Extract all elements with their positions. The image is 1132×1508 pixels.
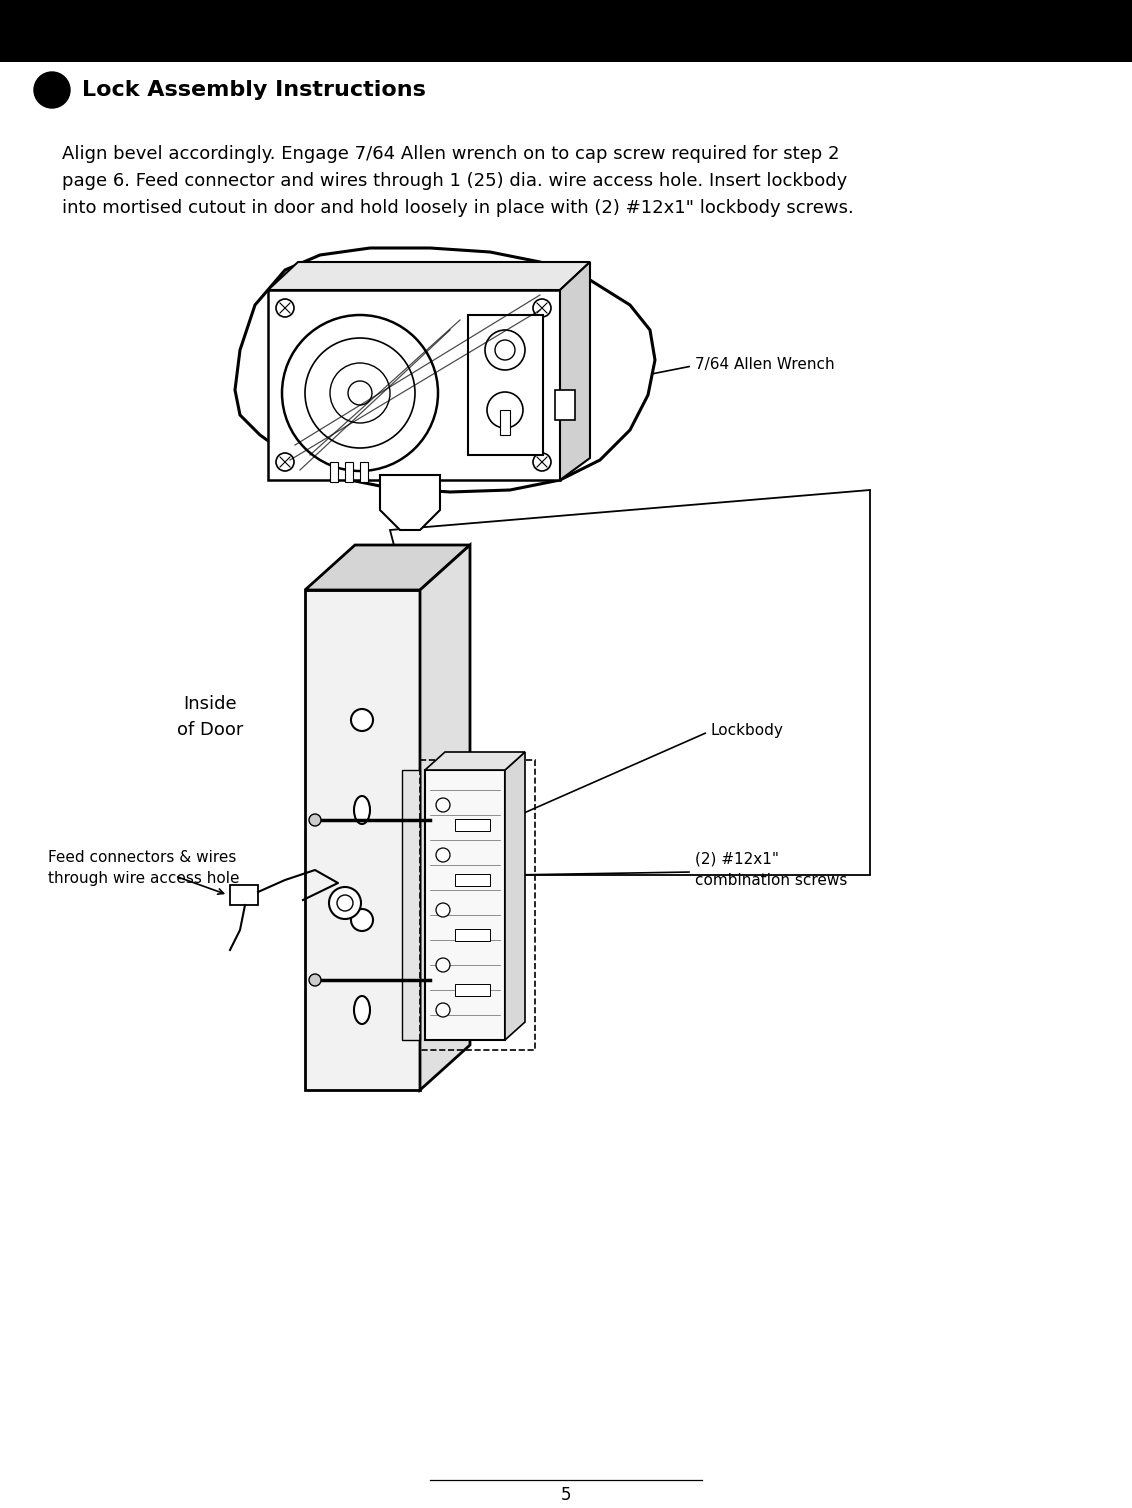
Circle shape [351, 909, 374, 930]
Bar [424, 771, 505, 1041]
Bar [468, 315, 543, 455]
Circle shape [436, 847, 451, 863]
Circle shape [436, 798, 451, 811]
Ellipse shape [354, 995, 370, 1024]
Circle shape [436, 1003, 451, 1016]
Text: Lockbody: Lockbody [710, 722, 783, 737]
Bar [230, 885, 258, 905]
Ellipse shape [354, 796, 370, 823]
Polygon shape [268, 290, 560, 480]
Bar [331, 461, 338, 483]
Circle shape [305, 338, 415, 448]
Circle shape [282, 315, 438, 470]
Circle shape [533, 299, 551, 317]
Text: (2) #12x1"
combination screws: (2) #12x1" combination screws [695, 852, 848, 888]
Circle shape [331, 363, 391, 424]
Bar [305, 590, 420, 1090]
Circle shape [487, 392, 523, 428]
Circle shape [276, 452, 294, 470]
Circle shape [34, 72, 70, 109]
Text: Feed connectors & wires
through wire access hole: Feed connectors & wires through wire acc… [48, 851, 240, 887]
Bar [360, 461, 368, 483]
Polygon shape [424, 752, 525, 771]
Polygon shape [268, 262, 590, 290]
Polygon shape [560, 262, 590, 480]
Circle shape [276, 299, 294, 317]
Circle shape [309, 814, 321, 826]
Polygon shape [305, 544, 470, 590]
Circle shape [351, 709, 374, 731]
Circle shape [533, 452, 551, 470]
Circle shape [337, 896, 353, 911]
Circle shape [495, 339, 515, 360]
Bar [555, 391, 575, 421]
Text: 3: 3 [45, 80, 59, 100]
Text: 5: 5 [560, 1485, 572, 1503]
Polygon shape [380, 475, 440, 529]
Bar [455, 985, 490, 995]
Bar [455, 929, 490, 941]
Bar [345, 461, 353, 483]
Polygon shape [505, 752, 525, 1041]
Text: Lock Assembly Instructions: Lock Assembly Instructions [82, 80, 426, 100]
Bar [0, 0, 1132, 62]
Circle shape [436, 903, 451, 917]
Circle shape [348, 382, 372, 406]
Polygon shape [420, 544, 470, 1090]
Text: Inside
of Door: Inside of Door [177, 695, 243, 739]
Circle shape [309, 974, 321, 986]
Polygon shape [235, 247, 655, 492]
Circle shape [436, 958, 451, 973]
Bar [402, 771, 420, 1041]
Text: Align bevel accordingly. Engage 7/64 Allen wrench on to cap screw required for s: Align bevel accordingly. Engage 7/64 All… [62, 145, 854, 217]
Text: Installation Instructions: Installation Instructions [360, 17, 772, 45]
Text: 7/64 Allen Wrench: 7/64 Allen Wrench [695, 357, 834, 372]
Bar [455, 875, 490, 887]
Circle shape [329, 887, 361, 918]
Bar [420, 760, 535, 1050]
Polygon shape [391, 490, 871, 875]
Bar [500, 410, 511, 434]
Bar [455, 819, 490, 831]
Circle shape [484, 330, 525, 369]
